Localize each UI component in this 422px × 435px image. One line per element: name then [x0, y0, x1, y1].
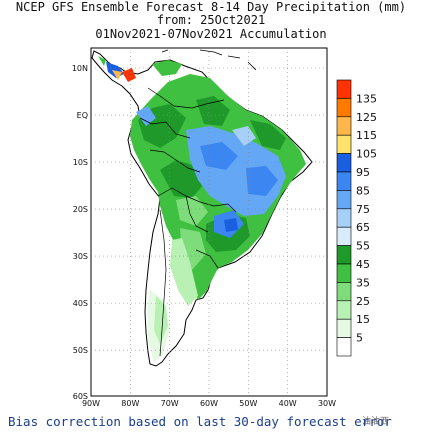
lat-label: 10N	[72, 64, 88, 73]
colorbar-label: 35	[356, 276, 370, 289]
watermark-logo: 油油西	[362, 417, 390, 427]
precip-field	[98, 56, 306, 362]
latitude-labels: 10N EQ 10S 20S 30S 40S 50S 60S	[72, 64, 88, 401]
colorbar-segment	[336, 282, 352, 302]
chart-title: NCEP GFS Ensemble Forecast 8-14 Day Prec…	[15, 0, 407, 14]
lon-label: 80W	[121, 399, 139, 408]
colorbar-label: 45	[356, 258, 370, 271]
colorbar-segment	[336, 153, 352, 173]
colorbar-segment	[336, 98, 352, 118]
accumulation-period: 01Nov2021-07Nov2021 Accumulation	[95, 27, 327, 41]
lat-label: 40S	[73, 299, 88, 308]
colorbar-segment	[336, 208, 352, 228]
lat-label: 20S	[73, 205, 88, 214]
lon-label: 30W	[318, 399, 336, 408]
colorbar-segment	[336, 134, 352, 154]
colorbar-segment	[336, 245, 352, 265]
colorbar-label: 115	[356, 129, 377, 142]
lon-label: 40W	[279, 399, 297, 408]
colorbar-segment	[336, 318, 352, 338]
lon-label: 70W	[161, 399, 179, 408]
colorbar-label: 65	[356, 221, 370, 234]
lat-label: EQ	[77, 111, 88, 120]
colorbar-label: 95	[356, 166, 370, 179]
precip-colorbar: 135 125 115 105 95 85 75 65 55 45 35 25 15 5	[336, 79, 377, 357]
lat-label: 60S	[73, 392, 88, 401]
longitude-labels: 90W 80W 70W 60W 50W 40W 30W	[82, 399, 336, 408]
lat-label: 30S	[73, 252, 88, 261]
lon-label: 60W	[200, 399, 218, 408]
colorbar-segment	[336, 226, 352, 246]
colorbar-label: 5	[356, 332, 363, 345]
colorbar-label: 15	[356, 313, 370, 326]
colorbar-segment	[336, 263, 352, 283]
colorbar-segment	[336, 300, 352, 320]
colorbar-label: 105	[356, 148, 377, 161]
caribbean-islands	[161, 49, 257, 71]
forecast-issue-date: from: 25Oct2021	[156, 13, 266, 27]
colorbar-label: 75	[356, 203, 370, 216]
lat-label: 50S	[73, 346, 88, 355]
lat-label: 10S	[73, 158, 88, 167]
lon-label: 90W	[82, 399, 100, 408]
bias-correction-note: Bias correction based on last 30-day for…	[8, 414, 392, 429]
colorbar-label: 55	[356, 240, 370, 253]
colorbar-label: 25	[356, 295, 370, 308]
lat-lon-grid	[91, 48, 327, 396]
colorbar-segment	[336, 171, 352, 191]
lon-label: 50W	[239, 399, 257, 408]
colorbar-segment	[336, 116, 352, 136]
colorbar-label: 85	[356, 184, 370, 197]
colorbar-segment	[336, 190, 352, 210]
colorbar-segment	[336, 79, 352, 99]
country-borders	[139, 87, 237, 357]
colorbar-label: 135	[356, 92, 377, 105]
colorbar-segment	[336, 337, 352, 357]
colorbar-label: 125	[356, 111, 377, 124]
